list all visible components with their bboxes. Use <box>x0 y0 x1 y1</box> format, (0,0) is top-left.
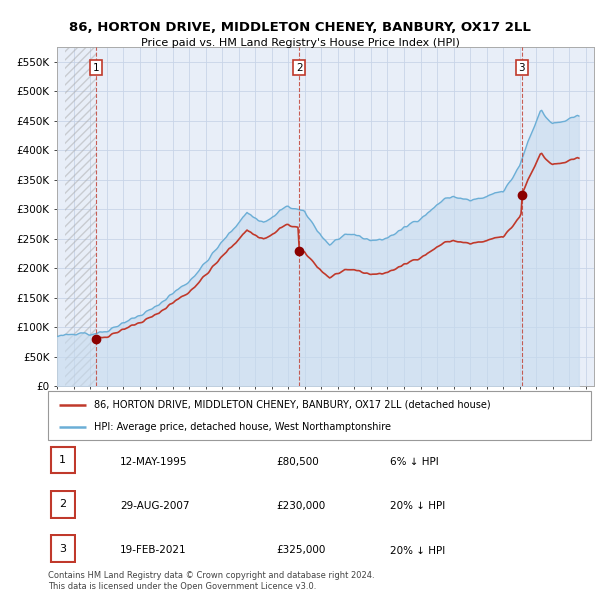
Text: 1: 1 <box>92 63 100 73</box>
Text: 3: 3 <box>518 63 525 73</box>
Text: HPI: Average price, detached house, West Northamptonshire: HPI: Average price, detached house, West… <box>94 422 391 432</box>
Text: 19-FEB-2021: 19-FEB-2021 <box>120 546 187 555</box>
Text: 29-AUG-2007: 29-AUG-2007 <box>120 502 190 511</box>
Bar <box>65 47 96 386</box>
FancyBboxPatch shape <box>48 391 591 440</box>
Text: Price paid vs. HM Land Registry's House Price Index (HPI): Price paid vs. HM Land Registry's House … <box>140 38 460 48</box>
FancyBboxPatch shape <box>50 447 75 473</box>
Text: 1: 1 <box>59 455 66 465</box>
Text: 12-MAY-1995: 12-MAY-1995 <box>120 457 187 467</box>
FancyBboxPatch shape <box>50 536 75 562</box>
Text: £230,000: £230,000 <box>276 502 325 511</box>
Text: 86, HORTON DRIVE, MIDDLETON CHENEY, BANBURY, OX17 2LL (detached house): 86, HORTON DRIVE, MIDDLETON CHENEY, BANB… <box>94 399 491 409</box>
Text: 20% ↓ HPI: 20% ↓ HPI <box>390 546 445 555</box>
Text: This data is licensed under the Open Government Licence v3.0.: This data is licensed under the Open Gov… <box>48 582 316 590</box>
FancyBboxPatch shape <box>50 491 75 518</box>
Text: 86, HORTON DRIVE, MIDDLETON CHENEY, BANBURY, OX17 2LL: 86, HORTON DRIVE, MIDDLETON CHENEY, BANB… <box>69 21 531 34</box>
Text: £80,500: £80,500 <box>276 457 319 467</box>
Text: 20% ↓ HPI: 20% ↓ HPI <box>390 502 445 511</box>
Text: 6% ↓ HPI: 6% ↓ HPI <box>390 457 439 467</box>
Text: £325,000: £325,000 <box>276 546 325 555</box>
Text: 2: 2 <box>59 500 66 509</box>
Text: 3: 3 <box>59 544 66 553</box>
Text: 2: 2 <box>296 63 302 73</box>
Text: Contains HM Land Registry data © Crown copyright and database right 2024.: Contains HM Land Registry data © Crown c… <box>48 571 374 580</box>
